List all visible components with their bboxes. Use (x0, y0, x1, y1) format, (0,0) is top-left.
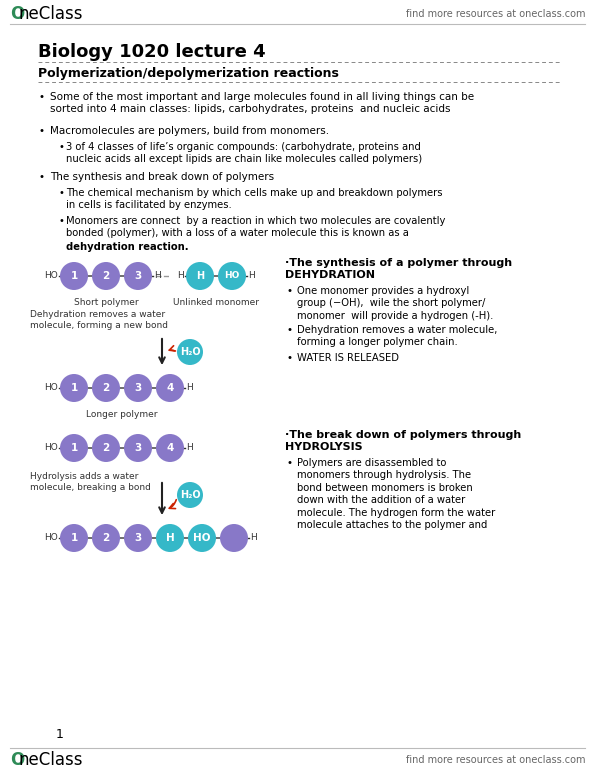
Text: 3: 3 (134, 383, 142, 393)
Circle shape (60, 434, 88, 462)
Text: Monomers are connect  by a reaction in which two molecules are covalently
bonded: Monomers are connect by a reaction in wh… (66, 216, 446, 239)
Text: •: • (287, 353, 293, 363)
Circle shape (92, 262, 120, 290)
Text: ·The synthesis of a polymer through: ·The synthesis of a polymer through (285, 258, 512, 268)
Text: 1: 1 (70, 443, 77, 453)
Circle shape (60, 374, 88, 402)
Text: HO: HO (44, 272, 58, 280)
Text: HO: HO (44, 383, 58, 393)
Text: HO: HO (193, 533, 211, 543)
Text: •: • (287, 325, 293, 335)
Circle shape (156, 374, 184, 402)
Circle shape (156, 524, 184, 552)
Text: One monomer provides a hydroxyl
group (−OH),  wile the short polymer/
monomer  w: One monomer provides a hydroxyl group (−… (297, 286, 493, 321)
Text: H₂O: H₂O (180, 490, 201, 500)
Text: Longer polymer: Longer polymer (86, 410, 158, 419)
Text: •: • (38, 126, 44, 136)
Text: H: H (196, 271, 204, 281)
Circle shape (60, 524, 88, 552)
Circle shape (177, 482, 203, 508)
Text: find more resources at oneclass.com: find more resources at oneclass.com (406, 9, 585, 19)
Text: 2: 2 (102, 271, 109, 281)
Circle shape (92, 434, 120, 462)
Text: ·The break down of polymers through: ·The break down of polymers through (285, 430, 521, 440)
Text: HYDROLYSIS: HYDROLYSIS (285, 442, 362, 452)
Text: Short polymer: Short polymer (74, 298, 138, 307)
Circle shape (124, 374, 152, 402)
Text: H: H (250, 534, 257, 543)
Circle shape (124, 524, 152, 552)
Text: DEHYDRATION: DEHYDRATION (285, 270, 375, 280)
Text: Hydrolysis adds a water
molecule, breaking a bond: Hydrolysis adds a water molecule, breaki… (30, 472, 151, 492)
Text: The chemical mechanism by which cells make up and breakdown polymers
in cells is: The chemical mechanism by which cells ma… (66, 188, 443, 210)
Circle shape (92, 524, 120, 552)
Circle shape (92, 374, 120, 402)
Text: H: H (154, 272, 161, 280)
Text: H: H (186, 444, 193, 453)
Text: 1: 1 (56, 728, 64, 742)
Text: Macromolecules are polymers, build from monomers.: Macromolecules are polymers, build from … (50, 126, 329, 136)
Text: neClass: neClass (19, 5, 83, 23)
Text: WATER IS RELEASED: WATER IS RELEASED (297, 353, 399, 363)
Text: •: • (287, 286, 293, 296)
Text: Dehydration removes a water
molecule, forming a new bond: Dehydration removes a water molecule, fo… (30, 310, 168, 330)
Circle shape (124, 262, 152, 290)
Text: dehydration reaction.: dehydration reaction. (66, 242, 189, 252)
Text: Polymers are disassembled to
monomers through hydrolysis. The
bond between monom: Polymers are disassembled to monomers th… (297, 458, 495, 530)
Text: •: • (38, 92, 44, 102)
Text: 1: 1 (70, 383, 77, 393)
Circle shape (156, 434, 184, 462)
Text: 2: 2 (102, 383, 109, 393)
Text: HO: HO (44, 444, 58, 453)
Text: Dehydration removes a water molecule,
forming a longer polymer chain.: Dehydration removes a water molecule, fo… (297, 325, 497, 347)
Text: Polymerization/depolymerization reactions: Polymerization/depolymerization reaction… (38, 66, 339, 79)
Text: Some of the most important and large molecules found in all living things can be: Some of the most important and large mol… (50, 92, 474, 115)
Circle shape (177, 339, 203, 365)
Text: 1: 1 (70, 533, 77, 543)
Text: •: • (58, 142, 64, 152)
Circle shape (218, 262, 246, 290)
Text: H: H (248, 272, 255, 280)
Text: HO: HO (44, 534, 58, 543)
Circle shape (124, 434, 152, 462)
Text: H: H (165, 533, 174, 543)
Text: H₂O: H₂O (180, 347, 201, 357)
Text: neClass: neClass (19, 751, 83, 769)
Text: Unlinked monomer: Unlinked monomer (173, 298, 259, 307)
Circle shape (60, 262, 88, 290)
Text: •: • (287, 458, 293, 468)
Text: 1: 1 (70, 271, 77, 281)
Text: H: H (177, 272, 184, 280)
Text: O: O (10, 5, 24, 23)
Text: 4: 4 (167, 383, 174, 393)
Text: 3: 3 (134, 533, 142, 543)
Text: •: • (38, 172, 44, 182)
Text: 3: 3 (134, 271, 142, 281)
Circle shape (220, 524, 248, 552)
Text: 4: 4 (167, 443, 174, 453)
Text: Biology 1020 lecture 4: Biology 1020 lecture 4 (38, 43, 265, 61)
Text: O: O (10, 751, 24, 769)
Text: •: • (58, 216, 64, 226)
Text: H: H (186, 383, 193, 393)
Text: find more resources at oneclass.com: find more resources at oneclass.com (406, 755, 585, 765)
Text: HO: HO (224, 272, 240, 280)
Text: 3: 3 (134, 443, 142, 453)
Circle shape (188, 524, 216, 552)
Text: 2: 2 (102, 533, 109, 543)
Text: The synthesis and break down of polymers: The synthesis and break down of polymers (50, 172, 274, 182)
Text: 2: 2 (102, 443, 109, 453)
Text: •: • (58, 188, 64, 198)
Circle shape (186, 262, 214, 290)
Text: 3 of 4 classes of life’s organic compounds: (carbohydrate, proteins and
nucleic : 3 of 4 classes of life’s organic compoun… (66, 142, 422, 165)
